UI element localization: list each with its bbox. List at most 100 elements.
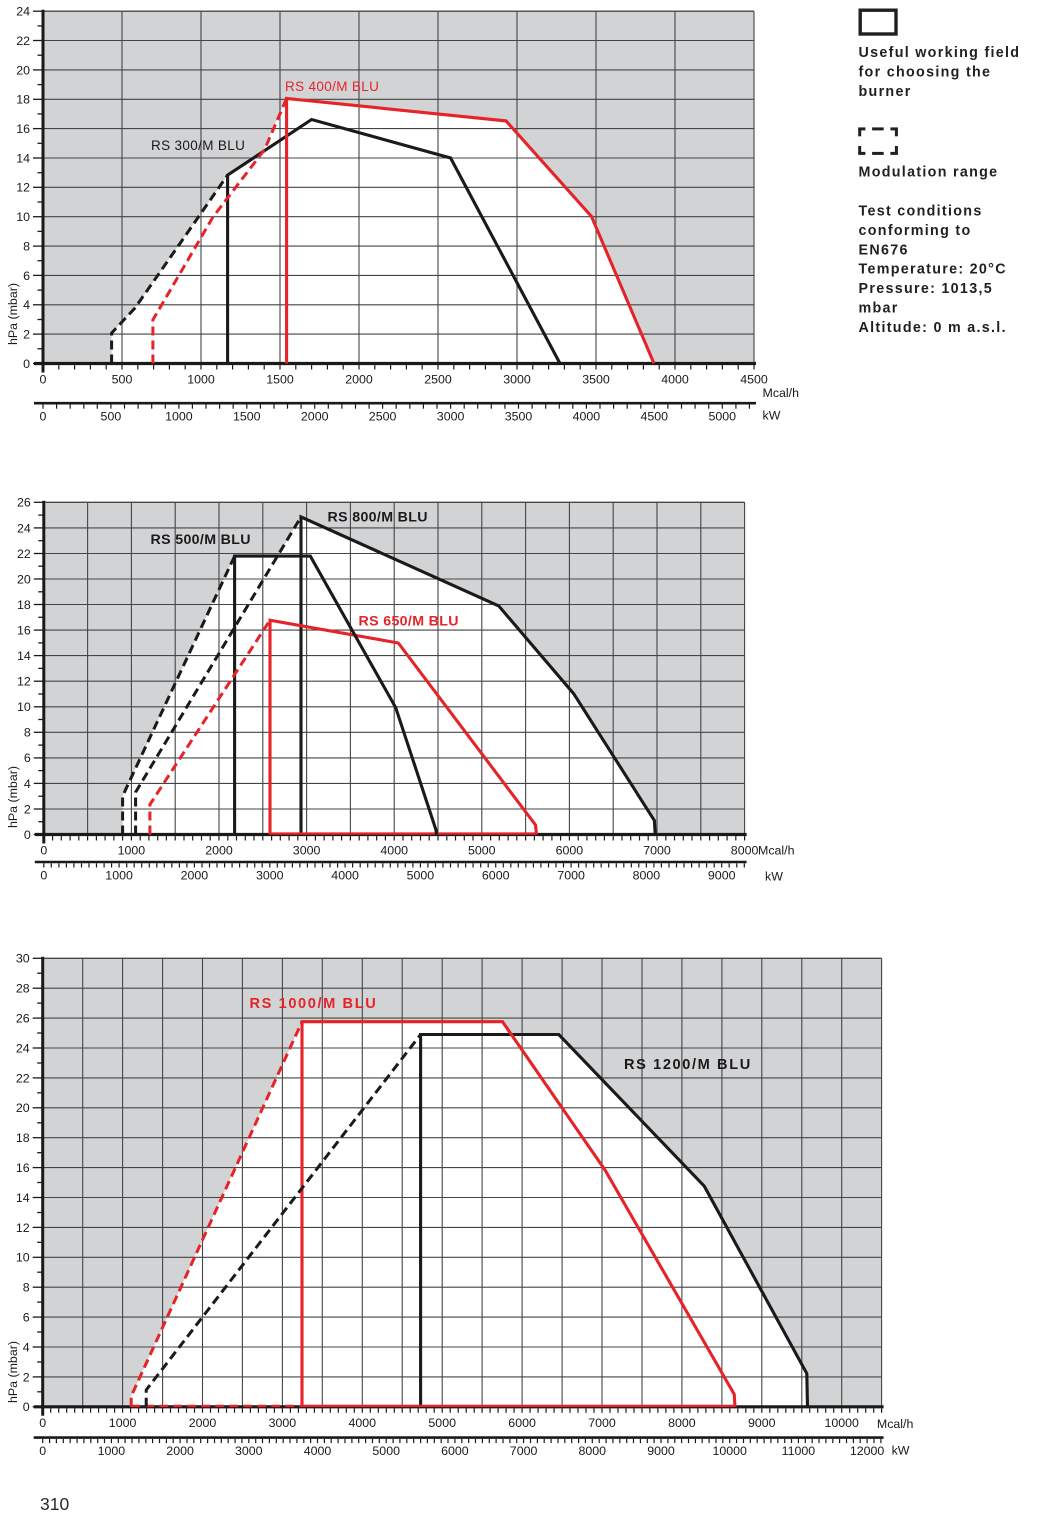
svg-text:hPa (mbar): hPa (mbar) xyxy=(6,283,20,345)
svg-text:4000: 4000 xyxy=(331,869,359,883)
svg-text:Altitude: 0 m a.s.l.: Altitude: 0 m a.s.l. xyxy=(859,320,1007,336)
svg-text:for choosing the: for choosing the xyxy=(859,65,992,81)
svg-text:14: 14 xyxy=(16,151,30,165)
svg-text:RS 650/M BLU: RS 650/M BLU xyxy=(359,614,459,630)
svg-text:kW: kW xyxy=(892,1444,910,1458)
svg-text:0: 0 xyxy=(24,828,31,842)
svg-text:0: 0 xyxy=(40,844,47,858)
svg-text:0: 0 xyxy=(23,357,30,371)
svg-text:16: 16 xyxy=(16,1161,30,1175)
svg-text:1000: 1000 xyxy=(105,869,133,883)
svg-text:3000: 3000 xyxy=(437,410,465,424)
svg-text:500: 500 xyxy=(112,373,133,387)
svg-text:2500: 2500 xyxy=(424,373,452,387)
svg-text:5000: 5000 xyxy=(709,410,737,424)
svg-text:0: 0 xyxy=(40,410,47,424)
svg-text:6000: 6000 xyxy=(441,1444,469,1458)
svg-text:9000: 9000 xyxy=(647,1444,675,1458)
svg-text:10000: 10000 xyxy=(712,1444,747,1458)
svg-text:26: 26 xyxy=(16,1012,30,1026)
svg-text:22: 22 xyxy=(16,34,30,48)
svg-text:5000: 5000 xyxy=(428,1416,456,1430)
svg-text:4: 4 xyxy=(23,298,30,312)
svg-text:0: 0 xyxy=(23,1400,30,1414)
svg-text:RS 400/M BLU: RS 400/M BLU xyxy=(285,79,379,94)
svg-text:12000: 12000 xyxy=(850,1444,885,1458)
svg-text:1000: 1000 xyxy=(109,1416,137,1430)
svg-text:3000: 3000 xyxy=(235,1444,263,1458)
svg-text:burner: burner xyxy=(859,84,912,100)
svg-text:4000: 4000 xyxy=(349,1416,377,1430)
svg-text:1000: 1000 xyxy=(118,844,146,858)
svg-text:10: 10 xyxy=(16,210,30,224)
svg-text:2000: 2000 xyxy=(166,1444,194,1458)
svg-text:9000: 9000 xyxy=(748,1416,776,1430)
svg-text:6: 6 xyxy=(23,1311,30,1325)
svg-text:3000: 3000 xyxy=(269,1416,297,1430)
svg-text:Pressure: 1013,5: Pressure: 1013,5 xyxy=(859,281,993,297)
svg-text:RS 500/M BLU: RS 500/M BLU xyxy=(151,532,251,548)
svg-text:3500: 3500 xyxy=(505,410,533,424)
svg-text:26: 26 xyxy=(17,496,31,510)
svg-text:16: 16 xyxy=(17,624,31,638)
svg-text:4000: 4000 xyxy=(573,410,601,424)
svg-text:2000: 2000 xyxy=(301,410,329,424)
svg-text:2: 2 xyxy=(24,802,31,816)
svg-text:20: 20 xyxy=(16,1101,30,1115)
svg-text:310: 310 xyxy=(40,1494,69,1511)
svg-text:conforming to: conforming to xyxy=(859,223,972,239)
svg-text:500: 500 xyxy=(101,410,122,424)
svg-text:8000: 8000 xyxy=(668,1416,696,1430)
svg-text:2000: 2000 xyxy=(189,1416,217,1430)
svg-text:2: 2 xyxy=(23,328,30,342)
svg-text:7000: 7000 xyxy=(643,844,671,858)
svg-text:Mcal/h: Mcal/h xyxy=(758,844,795,858)
svg-text:RS 300/M BLU: RS 300/M BLU xyxy=(151,138,245,153)
svg-text:7000: 7000 xyxy=(588,1416,616,1430)
svg-text:RS 1200/M BLU: RS 1200/M BLU xyxy=(624,1057,752,1073)
svg-text:3000: 3000 xyxy=(503,373,531,387)
svg-text:hPa (mbar): hPa (mbar) xyxy=(6,766,20,828)
svg-text:24: 24 xyxy=(16,1041,30,1055)
svg-text:EN676: EN676 xyxy=(859,242,909,258)
svg-text:4500: 4500 xyxy=(641,410,669,424)
svg-text:20: 20 xyxy=(16,63,30,77)
svg-text:10: 10 xyxy=(16,1251,30,1265)
svg-text:4500: 4500 xyxy=(740,373,768,387)
svg-text:16: 16 xyxy=(16,122,30,136)
svg-text:12: 12 xyxy=(16,1221,30,1235)
svg-text:1000: 1000 xyxy=(165,410,193,424)
svg-text:24: 24 xyxy=(17,521,31,535)
svg-text:6000: 6000 xyxy=(556,844,584,858)
svg-text:4000: 4000 xyxy=(661,373,689,387)
svg-text:18: 18 xyxy=(17,598,31,612)
svg-text:4: 4 xyxy=(24,777,31,791)
svg-text:Test conditions: Test conditions xyxy=(859,204,983,220)
svg-text:5000: 5000 xyxy=(372,1444,400,1458)
svg-text:1000: 1000 xyxy=(98,1444,126,1458)
svg-text:10: 10 xyxy=(17,700,31,714)
svg-text:kW: kW xyxy=(763,409,781,423)
svg-text:7000: 7000 xyxy=(557,869,585,883)
svg-text:5000: 5000 xyxy=(407,869,435,883)
svg-text:2000: 2000 xyxy=(181,869,209,883)
svg-text:Modulation range: Modulation range xyxy=(859,165,999,181)
svg-text:18: 18 xyxy=(16,93,30,107)
svg-text:18: 18 xyxy=(16,1131,30,1145)
svg-text:12: 12 xyxy=(17,675,31,689)
svg-text:8: 8 xyxy=(23,1281,30,1295)
svg-text:1500: 1500 xyxy=(233,410,261,424)
svg-text:20: 20 xyxy=(17,572,31,586)
svg-text:3000: 3000 xyxy=(256,869,284,883)
svg-text:14: 14 xyxy=(16,1191,30,1205)
svg-text:4000: 4000 xyxy=(380,844,408,858)
svg-text:0: 0 xyxy=(39,1444,46,1458)
svg-text:6000: 6000 xyxy=(482,869,510,883)
svg-text:8000: 8000 xyxy=(731,844,759,858)
svg-text:2500: 2500 xyxy=(369,410,397,424)
svg-text:24: 24 xyxy=(16,5,30,19)
svg-text:4000: 4000 xyxy=(304,1444,332,1458)
svg-text:3000: 3000 xyxy=(293,844,321,858)
svg-text:9000: 9000 xyxy=(708,869,736,883)
svg-text:Useful working field: Useful working field xyxy=(859,45,1021,61)
